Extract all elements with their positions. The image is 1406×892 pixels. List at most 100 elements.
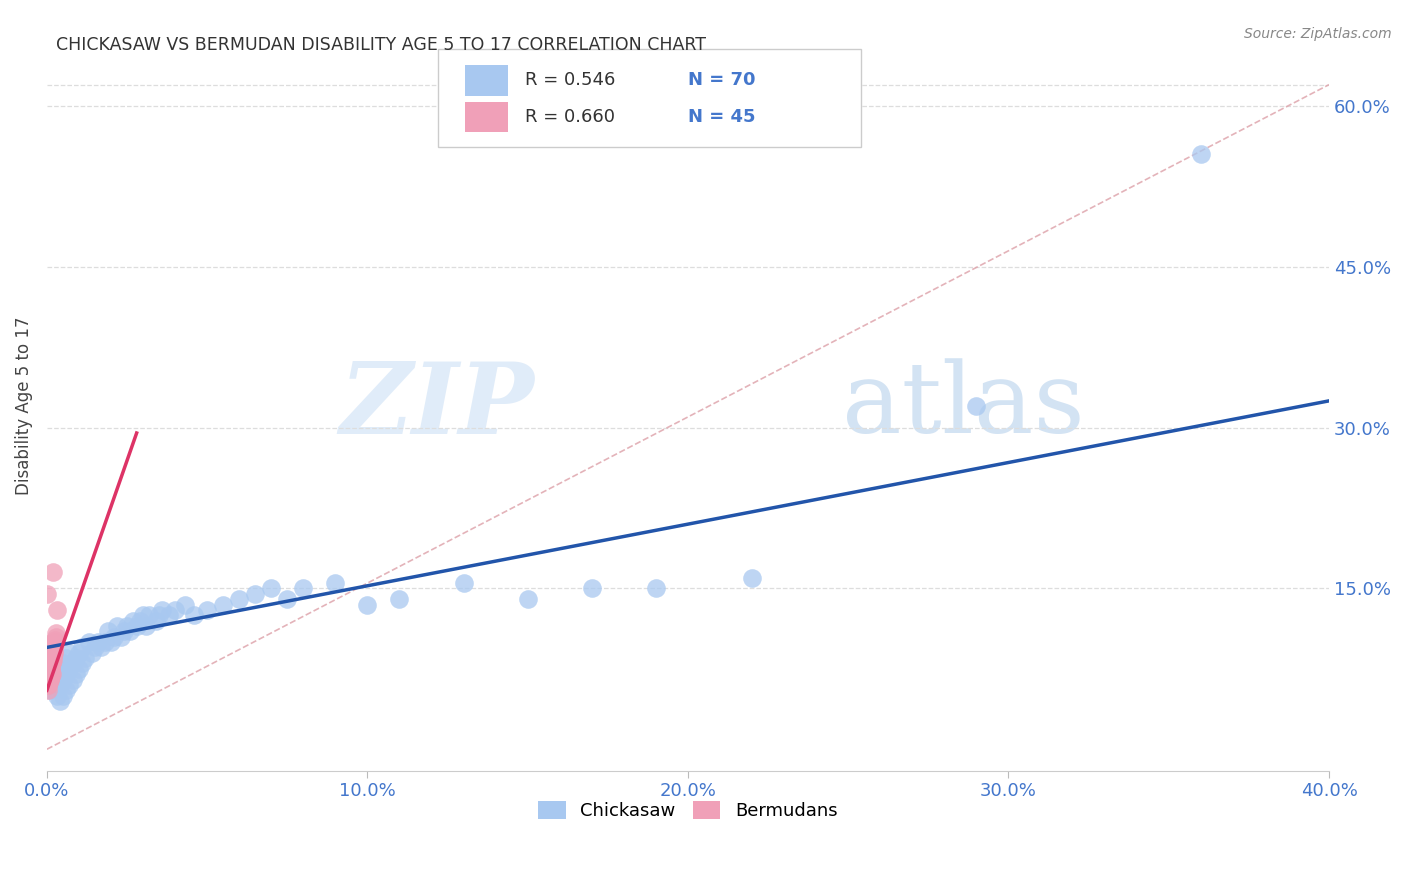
Point [292,582,315,596]
Point [84,640,107,655]
Point [97,624,120,639]
FancyBboxPatch shape [465,102,509,132]
Point [260,582,283,596]
Point [581,582,603,596]
Point [356,598,378,612]
Point [644,582,666,596]
Point [45,626,67,640]
Point [110,630,132,644]
Point [38,669,60,683]
Point [965,399,987,413]
Legend: Chickasaw, Bermudans: Chickasaw, Bermudans [531,794,845,827]
Point [138,608,160,623]
Text: R = 0.546: R = 0.546 [524,71,616,89]
Point [39,662,62,676]
Text: atlas: atlas [842,359,1084,454]
Point [38,672,60,686]
Point [122,614,145,628]
Point [41,653,63,667]
Point [37,665,59,679]
Point [37,673,59,687]
Point [37,640,59,655]
Point [128,614,150,628]
Point [38,674,60,689]
Point [39,658,62,673]
Point [52,657,75,671]
Point [77,635,100,649]
Point [41,651,63,665]
FancyBboxPatch shape [437,49,860,147]
Point [45,689,67,703]
Point [135,619,157,633]
Point [55,667,77,681]
Point [75,651,97,665]
Point [195,603,218,617]
Point [173,598,195,612]
Text: R = 0.660: R = 0.660 [524,108,614,126]
Point [41,667,63,681]
Point [39,664,62,678]
Point [37,675,59,690]
Point [42,667,65,681]
Point [276,592,298,607]
Text: N = 70: N = 70 [688,71,755,89]
Point [115,619,138,633]
Point [39,669,62,683]
Point [37,587,59,601]
Point [38,667,60,681]
Point [37,683,59,698]
Point [125,619,148,633]
Point [132,608,155,623]
Point [90,640,112,655]
Point [62,673,84,687]
Point [41,654,63,668]
Point [41,658,63,673]
Point [453,576,475,591]
Point [1189,147,1212,161]
Point [39,662,62,676]
Point [516,592,538,607]
Point [228,592,250,607]
Point [112,624,135,639]
Point [107,619,129,633]
Point [80,646,103,660]
Point [38,667,60,681]
Point [37,667,59,681]
Point [165,603,187,617]
Point [52,673,75,687]
Point [44,635,66,649]
Point [58,646,80,660]
Point [67,662,90,676]
Point [44,637,66,651]
Point [48,678,70,692]
Point [62,657,84,671]
Point [37,673,59,687]
Point [38,637,60,651]
Point [45,603,67,617]
Text: Source: ZipAtlas.com: Source: ZipAtlas.com [1244,27,1392,41]
Point [37,669,59,683]
Point [45,630,67,644]
Point [38,661,60,675]
Point [42,646,65,660]
Point [65,651,87,665]
Text: CHICKASAW VS BERMUDAN DISABILITY AGE 5 TO 17 CORRELATION CHART: CHICKASAW VS BERMUDAN DISABILITY AGE 5 T… [56,36,706,54]
Text: N = 45: N = 45 [688,108,755,126]
Point [41,657,63,671]
Point [41,566,63,580]
Point [38,665,60,679]
Point [48,694,70,708]
Point [70,640,93,655]
Point [37,678,59,692]
Point [38,667,60,681]
Point [100,635,122,649]
Point [157,608,180,623]
Point [42,648,65,662]
Point [145,614,167,628]
Point [103,630,125,644]
Point [388,592,411,607]
Point [45,673,67,687]
Point [58,662,80,676]
Point [58,678,80,692]
Point [65,667,87,681]
